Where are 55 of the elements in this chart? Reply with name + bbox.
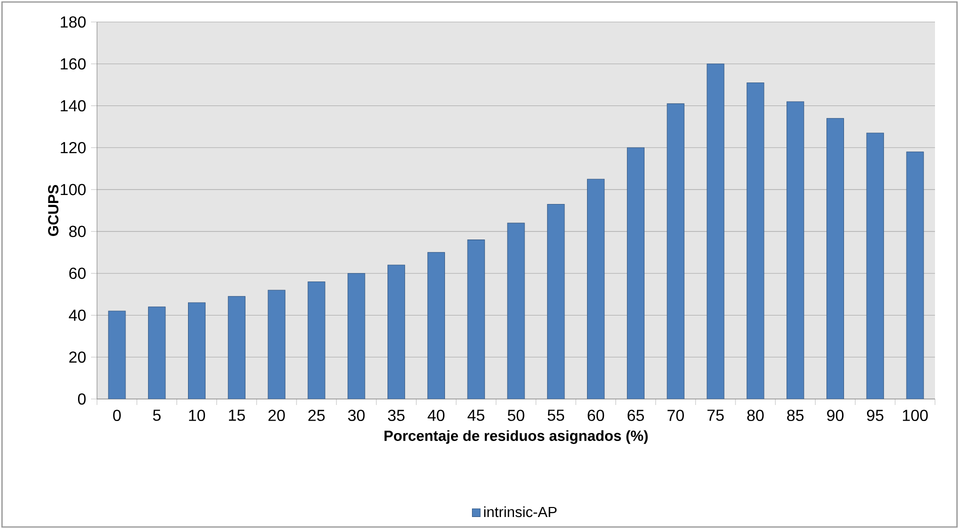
bar	[188, 302, 206, 399]
bar	[308, 281, 326, 399]
y-tick-label: 40	[68, 310, 86, 321]
bar	[467, 240, 485, 399]
x-tick-label: 10	[189, 410, 206, 422]
x-tick-label: 45	[468, 410, 484, 421]
y-axis-title: GCUPS	[48, 185, 58, 236]
x-tick-label: 95	[867, 410, 884, 422]
x-tick-label: 80	[747, 410, 764, 422]
bar	[268, 290, 286, 399]
y-tick-label: 100	[60, 184, 86, 196]
bar	[427, 252, 445, 399]
bar	[706, 64, 724, 399]
x-tick-label: 70	[668, 410, 684, 422]
x-tick-label: 60	[588, 410, 604, 422]
x-tick-label: 90	[827, 410, 844, 422]
bar	[666, 103, 684, 399]
bar	[547, 204, 565, 399]
y-tick-label: 80	[69, 226, 86, 238]
y-tick-label: 180	[60, 16, 86, 28]
bar	[108, 310, 126, 399]
x-tick-label: 75	[707, 410, 724, 421]
bar	[626, 147, 644, 399]
y-tick-label: 120	[60, 142, 86, 154]
x-tick-label: 100	[902, 410, 928, 422]
x-tick-label: 85	[787, 410, 804, 422]
x-tick-label: 20	[268, 410, 285, 422]
bar	[826, 118, 844, 399]
bar	[587, 178, 605, 399]
y-tick-label: 140	[60, 100, 86, 112]
y-tick-label: 0	[78, 393, 86, 405]
bar	[228, 296, 246, 399]
x-tick-label: 30	[348, 410, 365, 422]
x-tick-label: 65	[628, 410, 644, 422]
x-tick-label: 25	[308, 410, 325, 422]
x-tick-label: 0	[113, 410, 121, 422]
y-tick-label: 60	[69, 268, 86, 279]
bar	[348, 273, 366, 399]
bar	[866, 132, 884, 399]
x-tick-label: 15	[228, 410, 245, 421]
legend-label: intrinsic-AP	[484, 506, 557, 518]
y-tick-label: 20	[69, 351, 86, 363]
y-tick-label: 160	[60, 58, 86, 70]
x-tick-label: 35	[388, 410, 405, 422]
bar	[746, 82, 764, 399]
bar	[507, 222, 525, 399]
bar	[148, 306, 166, 399]
bar	[388, 264, 406, 399]
x-tick-label: 40	[428, 410, 444, 422]
bar	[786, 101, 804, 399]
x-axis-title: Porcentaje de residuos asignados (%)	[384, 430, 648, 444]
bar	[906, 152, 924, 399]
x-tick-label: 50	[508, 410, 524, 422]
x-tick-label: 5	[153, 410, 161, 421]
x-tick-label: 55	[548, 410, 564, 421]
